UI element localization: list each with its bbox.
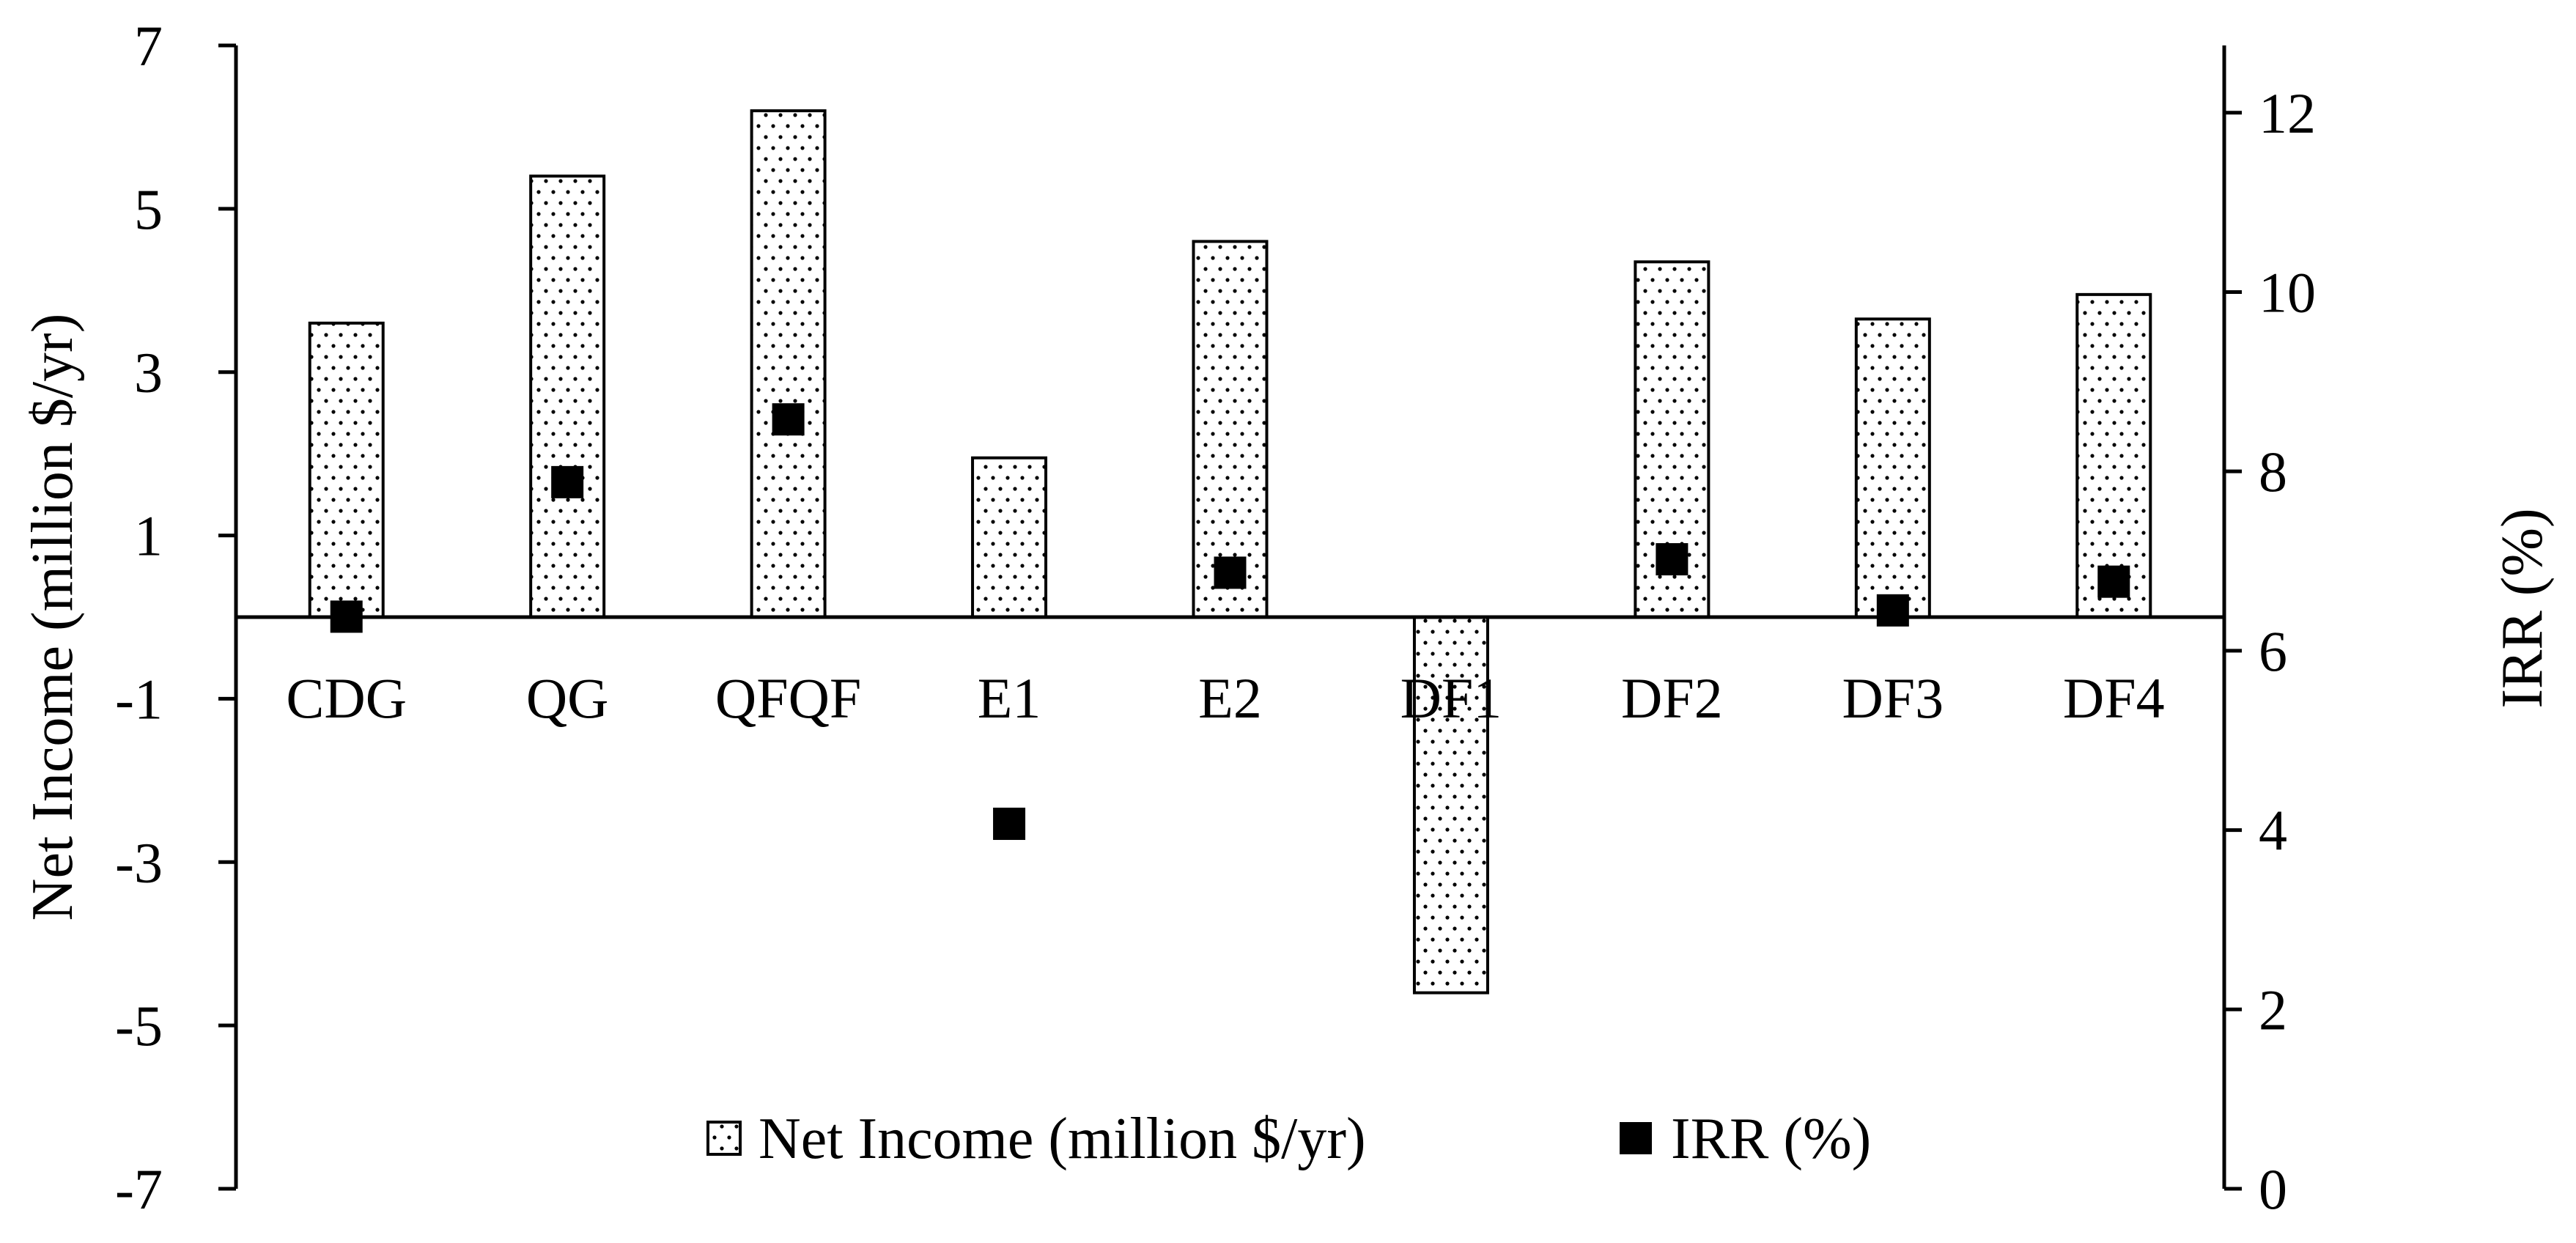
- left-tick-label: 3: [134, 341, 163, 405]
- right-axis-ticks: 0 2 4 6 8 10 12: [2224, 81, 2316, 1221]
- right-tick-label: 12: [2259, 81, 2316, 145]
- left-tick-label: -7: [115, 1157, 163, 1221]
- category-label-df2: DF2: [1621, 666, 1723, 730]
- bar-e2: [1192, 240, 1269, 619]
- category-label-df1: DF1: [1400, 666, 1502, 730]
- legend-marker-swatch: [1620, 1122, 1652, 1154]
- left-tick-label: 1: [134, 504, 163, 568]
- irr-marker-qfqf: [772, 403, 805, 436]
- legend-marker-label: IRR (%): [1671, 1107, 1871, 1171]
- bar-series: [308, 109, 2152, 995]
- bar-df3: [1854, 317, 1931, 619]
- irr-marker-e1: [993, 808, 1026, 841]
- left-axis-title: Net Income (million $/yr): [21, 314, 85, 921]
- category-label-df4: DF4: [2063, 666, 2165, 730]
- right-tick-label: 0: [2259, 1157, 2287, 1221]
- bar-df4: [2075, 292, 2152, 619]
- right-tick-label: 4: [2259, 799, 2287, 863]
- left-tick-label: -5: [115, 994, 163, 1058]
- right-tick-label: 10: [2259, 260, 2316, 324]
- irr-marker-df2: [1656, 543, 1689, 576]
- category-labels: CDG QG QFQF E1 E2 DF1 DF2 DF3 DF4: [286, 666, 2164, 730]
- legend-bar-label: Net Income (million $/yr): [759, 1107, 1366, 1171]
- irr-marker-qg: [551, 465, 584, 498]
- irr-marker-df4: [2097, 565, 2130, 598]
- bar-df1: [1412, 616, 1489, 995]
- left-tick-label: 7: [134, 14, 163, 78]
- bar-qfqf: [750, 109, 827, 619]
- category-label-qfqf: QFQF: [715, 666, 861, 730]
- right-tick-label: 8: [2259, 440, 2287, 504]
- bar-qg: [529, 174, 606, 619]
- right-tick-label: 2: [2259, 978, 2287, 1041]
- right-tick-label: 6: [2259, 619, 2287, 683]
- category-label-cdg: CDG: [286, 666, 407, 730]
- irr-series: [330, 403, 2130, 841]
- bar-e1: [971, 456, 1048, 619]
- irr-marker-cdg: [330, 600, 363, 633]
- legend: Net Income (million $/yr) IRR (%): [706, 1107, 1871, 1171]
- left-tick-label: 5: [134, 177, 163, 241]
- category-label-e1: E1: [978, 666, 1041, 730]
- left-axis-ticks: 7 5 3 1 -1 -3 -5 -7: [115, 14, 236, 1221]
- left-tick-label: -3: [115, 830, 163, 894]
- irr-marker-df3: [1876, 594, 1909, 627]
- category-label-e2: E2: [1198, 666, 1262, 730]
- right-axis-title: IRR (%): [2490, 508, 2555, 708]
- left-tick-label: -1: [115, 667, 163, 731]
- legend-bar-swatch: [706, 1121, 742, 1156]
- irr-marker-e2: [1214, 556, 1247, 589]
- category-label-df3: DF3: [1842, 666, 1944, 730]
- category-label-qg: QG: [526, 666, 609, 730]
- bar-cdg: [308, 321, 385, 619]
